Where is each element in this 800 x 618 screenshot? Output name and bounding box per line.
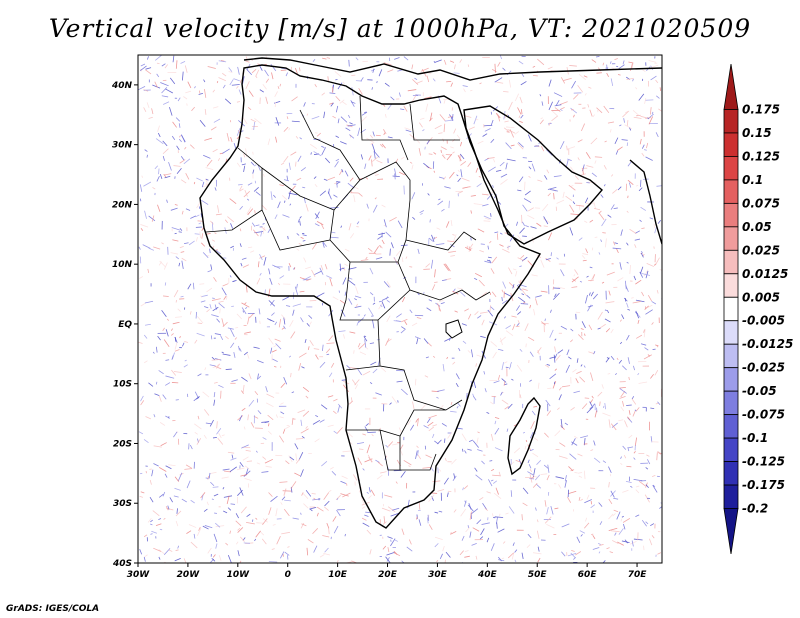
- colorbar-label: -0.05: [742, 384, 777, 398]
- colorbar-swatch: [723, 179, 739, 204]
- colorbar-label: -0.075: [742, 408, 785, 422]
- europe-coastline: [243, 57, 662, 81]
- colorbar-swatch: [723, 249, 739, 275]
- colorbar-swatch: [723, 484, 739, 509]
- colorbar-label: -0.2: [742, 502, 768, 516]
- x-tick-label: 20E: [378, 570, 398, 580]
- colorbar-label: -0.125: [742, 455, 785, 469]
- colorbar-label: 0.025: [742, 243, 780, 257]
- x-tick-label: 50E: [528, 570, 548, 580]
- colorbar-label: -0.1: [742, 431, 768, 445]
- colorbar-label: -0.175: [742, 478, 785, 492]
- colorbar-label: -0.005: [742, 314, 785, 328]
- india-coastline: [629, 159, 662, 245]
- colorbar: 0.175 0.15 0.125 0.1 0.075 0.05 0.025 0.0125 0.0…: [723, 63, 793, 555]
- colorbar-swatch: [723, 437, 739, 462]
- lake-victoria: [445, 319, 463, 339]
- colorbar-label: -0.0125: [742, 337, 793, 351]
- colorbar-bottom-arrow: [723, 508, 739, 555]
- colorbar-swatch: [723, 296, 739, 322]
- colorbar-swatch: [723, 414, 739, 439]
- y-tick-label: 40S: [112, 559, 132, 569]
- y-tick-label: 10N: [112, 260, 133, 270]
- y-tick-label: 20S: [113, 439, 132, 449]
- x-tick-label: 30W: [127, 570, 151, 580]
- colorbar-label: 0.175: [742, 102, 780, 116]
- x-tick-label: 60E: [578, 570, 598, 580]
- x-tick-label: 40E: [477, 570, 498, 580]
- y-axis-ticks: 40N 30N 20N 10N EQ 10S 20S 30S 40S: [111, 81, 138, 569]
- credit-label: GrADS: IGES/COLA: [6, 604, 100, 614]
- colorbar-top-arrow: [723, 63, 739, 110]
- y-tick-label: 40N: [111, 81, 133, 91]
- colorbar-swatch: [723, 320, 739, 345]
- colorbar-swatch: [723, 461, 739, 486]
- y-tick-label: 30N: [112, 141, 133, 151]
- x-tick-label: 30E: [428, 570, 448, 580]
- colorbar-label: 0.05: [742, 220, 772, 234]
- x-tick-label: 0: [285, 570, 291, 580]
- y-tick-label: 10S: [113, 380, 132, 390]
- colorbar-swatch: [723, 343, 739, 369]
- arabia-coastline: [463, 105, 603, 245]
- colorbar-label: 0.125: [742, 149, 780, 163]
- chart-title: Vertical velocity [m/s] at 1000hPa, VT: …: [48, 14, 752, 43]
- colorbar-swatch: [723, 390, 739, 416]
- country-borders: [205, 95, 491, 471]
- coastlines: [199, 57, 662, 529]
- x-tick-label: 70E: [628, 570, 648, 580]
- africa-coastline: [199, 64, 542, 529]
- colorbar-label: 0.005: [742, 290, 780, 304]
- y-tick-label: EQ: [118, 320, 132, 330]
- madagascar-coastline: [507, 396, 541, 476]
- colorbar-swatch: [723, 156, 739, 181]
- colorbar-label: 0.0125: [742, 267, 788, 281]
- y-tick-label: 30S: [113, 499, 132, 509]
- colorbar-swatch: [723, 109, 739, 134]
- plot-frame: [137, 54, 663, 564]
- colorbar-swatch: [723, 273, 739, 298]
- colorbar-swatch: [723, 132, 739, 157]
- colorbar-label: 0.075: [742, 196, 780, 210]
- border-lines: [205, 95, 491, 471]
- x-tick-label: 20W: [177, 570, 201, 580]
- colorbar-label: 0.1: [742, 173, 763, 187]
- x-tick-label: 10W: [227, 570, 251, 580]
- colorbar-swatch: [723, 226, 739, 251]
- colorbar-label: 0.15: [742, 126, 772, 140]
- colorbar-label: -0.025: [742, 361, 785, 375]
- colorbar-swatch: [723, 202, 739, 228]
- x-tick-label: 10E: [328, 570, 348, 580]
- x-axis-ticks: 30W 20W 10W 0 10E 20E 30E 40E 50E 60E 70E: [127, 563, 647, 580]
- y-tick-label: 20N: [112, 200, 133, 210]
- colorbar-swatch: [723, 367, 739, 392]
- velocity-field: [138, 55, 662, 563]
